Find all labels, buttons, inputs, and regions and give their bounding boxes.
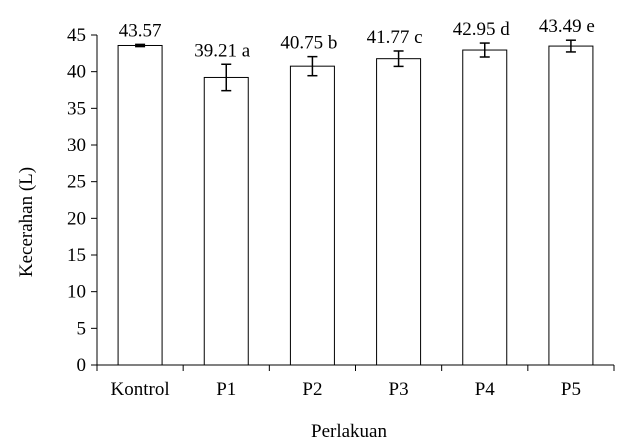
- plot-area: 0 5 10 15 20 25 30 35 40 45 43.57 Kontrol 39.21 a P1 4…: [67, 16, 615, 400]
- bar-p3: [376, 58, 422, 366]
- y-tick-label: 5: [77, 318, 87, 339]
- y-tick-label: 20: [67, 208, 86, 229]
- bar-kontrol: [117, 44, 163, 366]
- x-tick-label: P5: [561, 379, 581, 400]
- bar-p2: [289, 65, 335, 366]
- data-label: 41.77 c: [367, 27, 423, 48]
- data-label: 40.75 b: [280, 33, 337, 54]
- y-tick-label: 25: [67, 172, 86, 193]
- y-tick-label: 35: [67, 98, 86, 119]
- bar-p1: [203, 76, 249, 366]
- y-tick-label: 45: [67, 25, 86, 46]
- data-label: 39.21 a: [194, 40, 251, 61]
- x-tick-label: P1: [216, 379, 236, 400]
- data-label: 43.57: [119, 20, 162, 41]
- y-tick-label: 0: [77, 355, 87, 376]
- x-axis-label: Perlakuan: [311, 421, 387, 442]
- y-tick-label: 30: [67, 135, 86, 156]
- x-tick-label: P2: [302, 379, 322, 400]
- y-tick-label: 40: [67, 62, 86, 83]
- data-label: 43.49 e: [539, 16, 595, 37]
- bar-p5: [548, 45, 594, 366]
- x-tick-label: P3: [389, 379, 409, 400]
- data-label: 42.95 d: [453, 19, 511, 40]
- y-tick-label: 15: [67, 245, 86, 266]
- x-tick-label: P4: [475, 379, 496, 400]
- y-axis-label: Kecerahan (L): [16, 167, 37, 277]
- bar-p4: [462, 49, 508, 366]
- x-tick-label: Kontrol: [111, 379, 170, 400]
- y-tick-label: 10: [67, 282, 86, 303]
